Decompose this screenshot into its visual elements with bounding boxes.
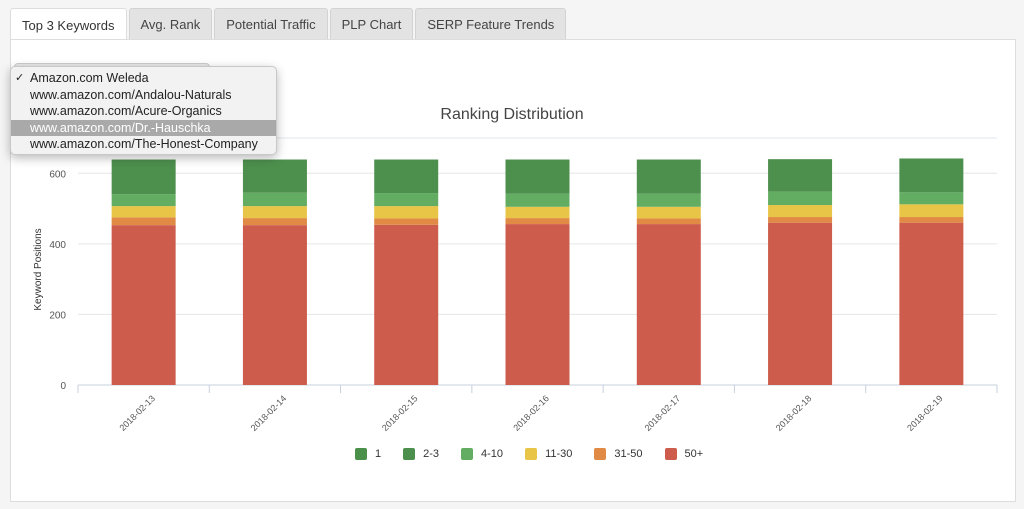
bar-segment-31-50 bbox=[768, 217, 833, 223]
bar-segment-2-3 bbox=[374, 159, 439, 194]
y-axis-label: Keyword Positions bbox=[33, 228, 44, 310]
bar-segment-4-10 bbox=[374, 193, 439, 207]
bar-segment-4-10 bbox=[111, 194, 176, 207]
legend-swatch bbox=[525, 448, 538, 460]
bar-segment-11-30 bbox=[768, 205, 833, 218]
legend-label: 50+ bbox=[684, 448, 704, 460]
dropdown-option-label: Amazon.com Weleda bbox=[30, 71, 149, 85]
bar-segment-50+ bbox=[636, 224, 701, 385]
legend-swatch bbox=[461, 448, 474, 460]
tab-top-3-keywords[interactable]: Top 3 Keywords bbox=[10, 8, 127, 41]
dropdown-option-weleda[interactable]: ✓ Amazon.com Weleda bbox=[11, 70, 276, 87]
chart-legend: 1 2-3 4-10 11-30 31-50 50+ bbox=[355, 446, 703, 462]
site-dropdown-menu: ✓ Amazon.com Weleda www.amazon.com/Andal… bbox=[10, 66, 277, 155]
bar-segment-31-50 bbox=[374, 218, 439, 225]
x-tick-label: 2018-02-13 bbox=[117, 393, 157, 433]
bar-segment-31-50 bbox=[505, 218, 570, 225]
chart-title: Ranking Distribution bbox=[440, 106, 584, 123]
legend-label: 31-50 bbox=[614, 448, 643, 460]
bar-segment-2-3 bbox=[636, 159, 701, 194]
legend-swatch bbox=[403, 448, 416, 460]
legend-item-31-50[interactable]: 31-50 bbox=[594, 446, 643, 462]
bar-segment-50+ bbox=[242, 225, 307, 385]
bar-segment-11-30 bbox=[899, 204, 964, 218]
bar-segment-2-3 bbox=[242, 159, 307, 193]
bar-segment-11-30 bbox=[636, 206, 701, 219]
legend-item-4-10[interactable]: 4-10 bbox=[461, 446, 503, 462]
bar-segment-50+ bbox=[505, 224, 570, 385]
bar-segment-4-10 bbox=[899, 192, 964, 205]
legend-label: 2-3 bbox=[423, 448, 440, 460]
x-tick-label: 2018-02-17 bbox=[643, 393, 683, 433]
y-tick-label: 200 bbox=[49, 310, 66, 321]
x-tick-label: 2018-02-15 bbox=[380, 393, 420, 433]
x-tick-label: 2018-02-14 bbox=[249, 393, 289, 433]
bar-segment-31-50 bbox=[636, 218, 701, 225]
tab-avg-rank[interactable]: Avg. Rank bbox=[128, 8, 213, 40]
y-tick-label: 0 bbox=[60, 381, 66, 392]
bar-segment-11-30 bbox=[505, 206, 570, 219]
tab-plp-chart[interactable]: PLP Chart bbox=[329, 8, 414, 40]
bar-segment-4-10 bbox=[505, 193, 570, 207]
dropdown-option-andalou-naturals[interactable]: www.amazon.com/Andalou-Naturals bbox=[11, 87, 276, 104]
bar-segment-11-30 bbox=[374, 206, 439, 219]
tab-potential-traffic[interactable]: Potential Traffic bbox=[214, 8, 328, 40]
bar-segment-31-50 bbox=[899, 217, 964, 223]
bar-segment-2-3 bbox=[768, 159, 833, 192]
legend-label: 4-10 bbox=[481, 448, 504, 460]
tab-serp-feature-trends[interactable]: SERP Feature Trends bbox=[415, 8, 567, 40]
dropdown-option-dr-hauschka[interactable]: www.amazon.com/Dr.-Hauschka bbox=[11, 119, 276, 136]
bar-segment-50+ bbox=[374, 224, 439, 385]
legend-item-11-30[interactable]: 11-30 bbox=[525, 446, 572, 462]
bar-segment-11-30 bbox=[242, 206, 307, 219]
bar-segment-4-10 bbox=[242, 192, 307, 207]
bar-segment-2-3 bbox=[899, 158, 964, 193]
tab-bar: Top 3 Keywords Avg. Rank Potential Traff… bbox=[10, 8, 567, 41]
dropdown-option-label: www.amazon.com/Andalou-Naturals bbox=[30, 87, 232, 102]
bar-segment-31-50 bbox=[111, 217, 176, 226]
dropdown-option-label: www.amazon.com/Dr.-Hauschka bbox=[30, 120, 211, 135]
bar-segment-11-30 bbox=[111, 206, 176, 218]
legend-item-1[interactable]: 1 bbox=[355, 446, 381, 462]
x-tick-label: 2018-02-19 bbox=[905, 393, 945, 433]
legend-swatch bbox=[594, 448, 607, 460]
x-tick-label: 2018-02-18 bbox=[774, 393, 814, 433]
dropdown-option-acure-organics[interactable]: www.amazon.com/Acure-Organics bbox=[11, 103, 276, 120]
bar-segment-2-3 bbox=[111, 159, 176, 195]
bar-segment-4-10 bbox=[636, 193, 701, 207]
bar-segment-50+ bbox=[899, 222, 964, 385]
legend-item-2-3[interactable]: 2-3 bbox=[403, 446, 439, 462]
y-tick-label: 600 bbox=[49, 169, 66, 180]
legend-item-50+[interactable]: 50+ bbox=[664, 446, 704, 462]
legend-label: 1 bbox=[375, 448, 382, 460]
dropdown-option-honest-company[interactable]: www.amazon.com/The-Honest-Company bbox=[11, 136, 276, 153]
dropdown-option-label: www.amazon.com/The-Honest-Company bbox=[30, 137, 258, 151]
bar-segment-50+ bbox=[111, 225, 176, 385]
y-tick-label: 400 bbox=[49, 240, 66, 251]
bar-segment-4-10 bbox=[768, 191, 833, 206]
dropdown-option-label: www.amazon.com/Acure-Organics bbox=[30, 104, 222, 118]
bar-segment-50+ bbox=[768, 222, 833, 385]
legend-label: 11-30 bbox=[545, 448, 573, 460]
legend-swatch bbox=[664, 448, 677, 460]
x-tick-label: 2018-02-16 bbox=[511, 393, 551, 433]
bar-segment-2-3 bbox=[505, 159, 570, 194]
checkmark-icon: ✓ bbox=[15, 72, 25, 84]
legend-swatch bbox=[355, 448, 367, 460]
bar-segment-31-50 bbox=[242, 218, 307, 226]
